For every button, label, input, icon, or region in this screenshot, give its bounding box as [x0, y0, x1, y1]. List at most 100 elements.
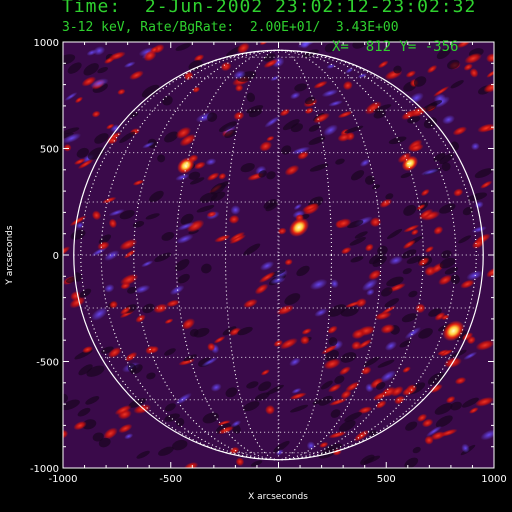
emission-blob: [441, 250, 452, 259]
emission-blob: [418, 208, 434, 220]
emission-blob: [344, 300, 363, 308]
emission-blob: [162, 95, 173, 106]
emission-blob: [445, 395, 456, 404]
emission-blob: [93, 46, 106, 56]
emission-blob: [471, 238, 485, 250]
emission-blob: [127, 286, 137, 294]
emission-blob: [284, 164, 300, 176]
emission-blob: [366, 288, 375, 296]
emission-blob: [375, 400, 387, 409]
emission-blob: [340, 352, 357, 363]
emission-blob: [103, 427, 118, 440]
emission-blob: [420, 168, 440, 176]
emission-blob: [63, 132, 74, 139]
y-tick-label: -500: [36, 358, 59, 369]
emission-blob: [284, 258, 293, 266]
emission-blob: [328, 100, 343, 107]
emission-blob: [141, 260, 154, 268]
emission-blob: [153, 303, 168, 314]
emission-blob: [186, 219, 205, 233]
emission-blob: [324, 350, 339, 362]
emission-blob: [475, 339, 494, 351]
y-tick-label: 500: [40, 145, 59, 156]
emission-blob: [188, 171, 201, 180]
emission-blob: [107, 347, 122, 359]
emission-blob: [426, 425, 442, 437]
emission-blob: [149, 345, 159, 354]
emission-blob: [369, 377, 384, 389]
emission-blob: [192, 86, 201, 93]
emission-blob: [98, 234, 112, 245]
x-tick-label: 500: [377, 474, 396, 485]
emission-blob: [117, 88, 126, 95]
emission-blob: [349, 237, 366, 246]
emission-blob: [402, 239, 416, 250]
emission-blob: [363, 356, 380, 367]
emission-blob: [231, 420, 242, 428]
emission-blob: [328, 398, 348, 406]
emission-blob: [108, 218, 118, 229]
emission-blob: [399, 340, 411, 348]
emission-blob: [290, 92, 301, 100]
emission-blob: [413, 76, 427, 87]
emission-blob: [104, 250, 120, 261]
emission-blob: [426, 64, 438, 74]
emission-blob: [402, 366, 411, 373]
emission-blob: [380, 305, 396, 315]
emission-blob: [388, 283, 406, 293]
emission-blob: [63, 127, 80, 135]
emission-blob: [246, 381, 259, 389]
emission-blob: [351, 328, 366, 340]
emission-blob: [400, 172, 412, 179]
emission-blob: [63, 393, 68, 403]
emission-blob: [120, 273, 139, 286]
emission-blob: [339, 366, 351, 376]
emission-blob: [176, 234, 194, 244]
emission-blob: [436, 47, 451, 60]
emission-blob: [313, 112, 330, 124]
emission-blob: [439, 428, 458, 437]
emission-blob: [385, 193, 394, 200]
emission-blob: [338, 420, 356, 432]
emission-blob: [157, 154, 166, 163]
emission-blob: [420, 188, 430, 197]
emission-blob: [213, 336, 226, 344]
emission-blob: [258, 170, 267, 178]
emission-blob: [210, 182, 226, 195]
emission-blob: [79, 288, 92, 298]
emission-blob: [384, 341, 397, 351]
emission-blob: [254, 283, 269, 295]
emission-blob: [379, 198, 393, 208]
emission-blob: [408, 290, 418, 298]
emission-blob: [98, 437, 111, 448]
emission-blob: [118, 423, 133, 434]
emission-blob: [282, 119, 300, 131]
bright-source: [288, 217, 310, 237]
x-tick-label: 0: [275, 474, 281, 485]
emission-blob: [69, 296, 86, 309]
emission-blob: [218, 172, 227, 180]
emission-blob: [164, 403, 176, 412]
emission-blob: [309, 163, 329, 172]
emission-blob: [442, 115, 455, 125]
emission-blob: [291, 387, 302, 394]
emission-blob: [243, 401, 260, 412]
emission-blob: [189, 328, 199, 337]
emission-blob: [277, 227, 287, 235]
emission-blob: [259, 141, 273, 152]
emission-blob: [309, 278, 328, 290]
solar-limb: [73, 49, 484, 461]
x-tick-label: -500: [159, 474, 182, 485]
emission-blob: [86, 365, 105, 377]
emission-blob: [124, 433, 134, 440]
emission-blob: [328, 304, 347, 317]
emission-blob: [361, 278, 378, 292]
time-label: Time: 2-Jun-2002 23:02:12-23:02:32: [62, 0, 477, 17]
emission-blob: [119, 131, 136, 143]
emission-blob: [374, 311, 392, 321]
emission-blob: [142, 303, 155, 314]
emission-blob: [132, 221, 145, 228]
emission-blob: [218, 121, 237, 132]
emission-blob: [258, 381, 272, 392]
